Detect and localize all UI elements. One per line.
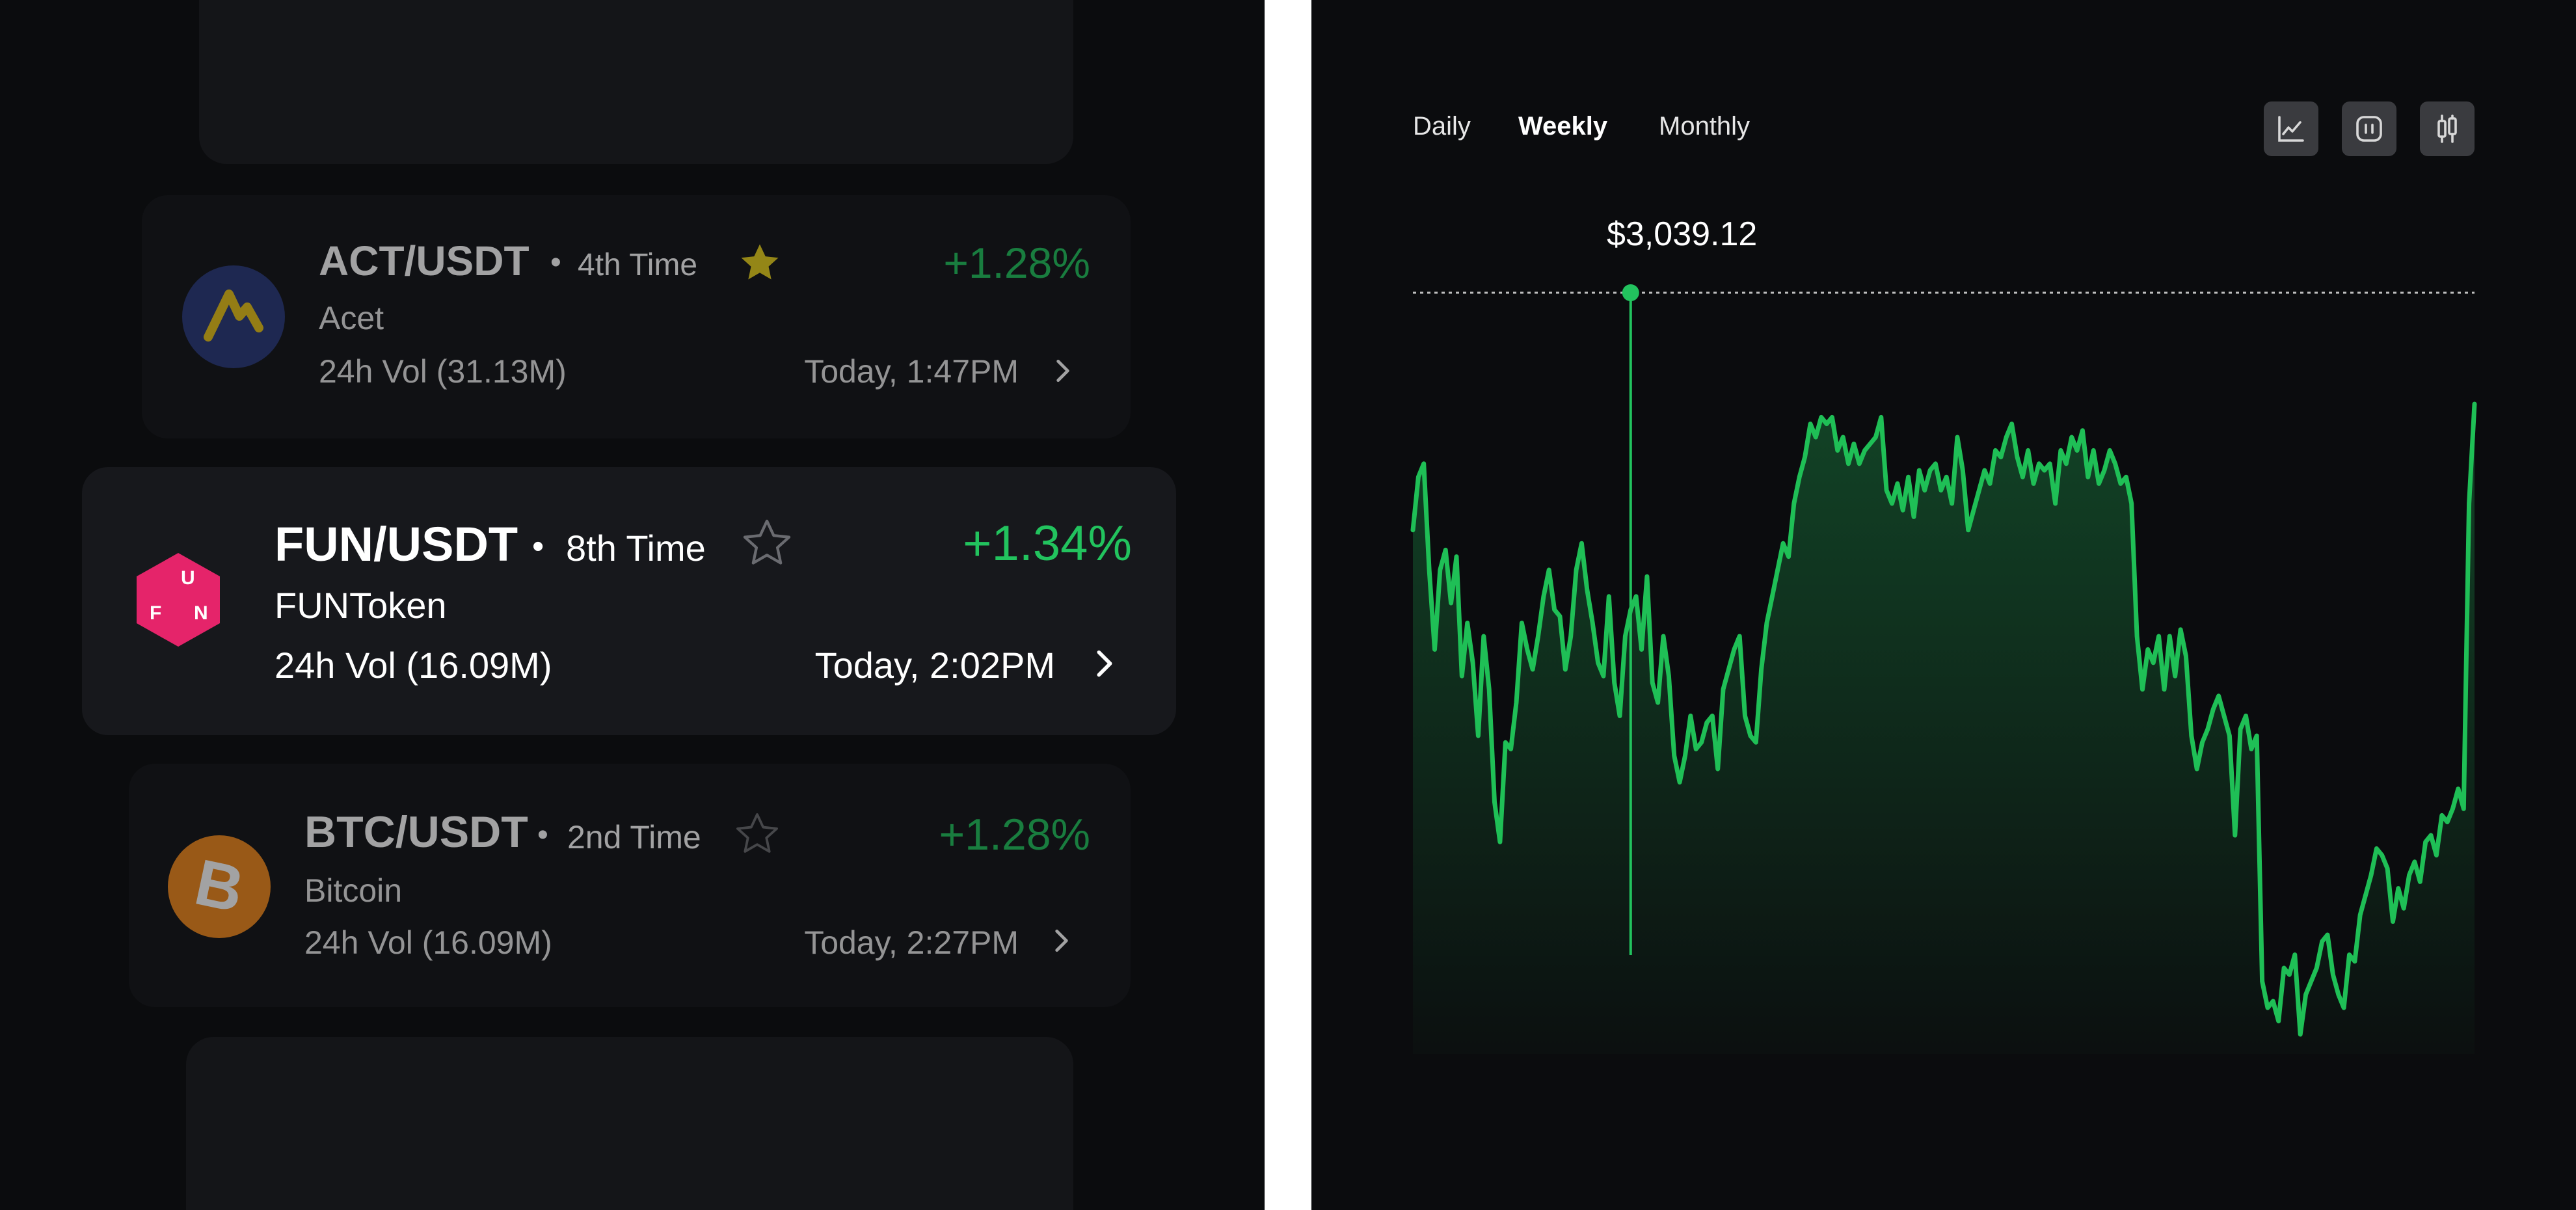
timestamp: Today, 2:02PM bbox=[814, 645, 1055, 686]
svg-text:U: U bbox=[181, 567, 195, 589]
acet-logo-icon bbox=[182, 265, 285, 368]
star-outline-icon[interactable] bbox=[739, 515, 795, 571]
chevron-right-icon[interactable] bbox=[1049, 356, 1077, 385]
watchlist-card-btc[interactable]: B BTC/USDT • 2nd Time +1.28% Bitcoin 24h… bbox=[129, 764, 1131, 1007]
coin-name: Bitcoin bbox=[304, 872, 403, 909]
rank-label: 2nd Time bbox=[567, 819, 701, 855]
coin-name: Acet bbox=[319, 300, 384, 336]
bar-chart-button[interactable] bbox=[2342, 101, 2396, 156]
svg-text:N: N bbox=[194, 602, 208, 624]
pair-label: FUN/USDT bbox=[275, 517, 518, 571]
chevron-right-icon[interactable] bbox=[1047, 926, 1076, 955]
chevron-right-icon[interactable] bbox=[1088, 647, 1121, 680]
star-filled-icon[interactable] bbox=[736, 239, 783, 286]
tab-daily[interactable]: Daily bbox=[1413, 112, 1471, 141]
price-change: +1.28% bbox=[939, 810, 1090, 859]
svg-text:B: B bbox=[189, 846, 250, 927]
watchlist-card-act[interactable]: ACT/USDT • 4th Time +1.28% Acet 24h Vol … bbox=[142, 195, 1131, 438]
watchlist-card-placeholder-top bbox=[199, 0, 1073, 164]
rank-label: 4th Time bbox=[578, 248, 698, 282]
star-outline-icon[interactable] bbox=[732, 809, 782, 859]
tab-weekly[interactable]: Weekly bbox=[1518, 112, 1608, 141]
bar-chart-icon bbox=[2356, 116, 2382, 142]
price-change: +1.28% bbox=[943, 239, 1090, 287]
separator-dot: • bbox=[537, 818, 548, 852]
watchlist-panel: ACT/USDT • 4th Time +1.28% Acet 24h Vol … bbox=[0, 0, 1265, 1210]
bitcoin-logo-icon: B bbox=[168, 835, 271, 938]
pair-label: ACT/USDT bbox=[319, 237, 530, 284]
watchlist-card-placeholder-bottom bbox=[186, 1037, 1073, 1210]
price-chart[interactable] bbox=[1311, 0, 2576, 1210]
volume-label: 24h Vol (31.13M) bbox=[319, 353, 567, 390]
timestamp: Today, 1:47PM bbox=[804, 353, 1019, 390]
separator-dot: • bbox=[550, 245, 561, 280]
volume-label: 24h Vol (16.09M) bbox=[304, 924, 552, 961]
svg-text:F: F bbox=[150, 602, 161, 624]
price-change: +1.34% bbox=[963, 516, 1132, 571]
tab-monthly[interactable]: Monthly bbox=[1659, 112, 1751, 141]
price-series-line bbox=[1410, 401, 2477, 1037]
timestamp: Today, 2:27PM bbox=[804, 924, 1019, 961]
separator-dot: • bbox=[532, 528, 544, 565]
pair-label: BTC/USDT bbox=[304, 807, 528, 857]
panel-divider bbox=[1265, 0, 1311, 1210]
candlestick-chart-button[interactable] bbox=[2420, 101, 2475, 156]
candlestick-chart-icon bbox=[2437, 114, 2457, 143]
hover-point bbox=[1622, 284, 1639, 301]
line-chart-icon bbox=[2278, 116, 2304, 142]
volume-label: 24h Vol (16.09M) bbox=[275, 645, 552, 686]
rank-label: 8th Time bbox=[566, 528, 706, 569]
coin-name: FUNToken bbox=[275, 585, 447, 626]
hover-price-label: $3,039.12 bbox=[1607, 215, 1758, 253]
line-chart-button[interactable] bbox=[2264, 101, 2318, 156]
price-area-fill bbox=[1413, 404, 2475, 1054]
